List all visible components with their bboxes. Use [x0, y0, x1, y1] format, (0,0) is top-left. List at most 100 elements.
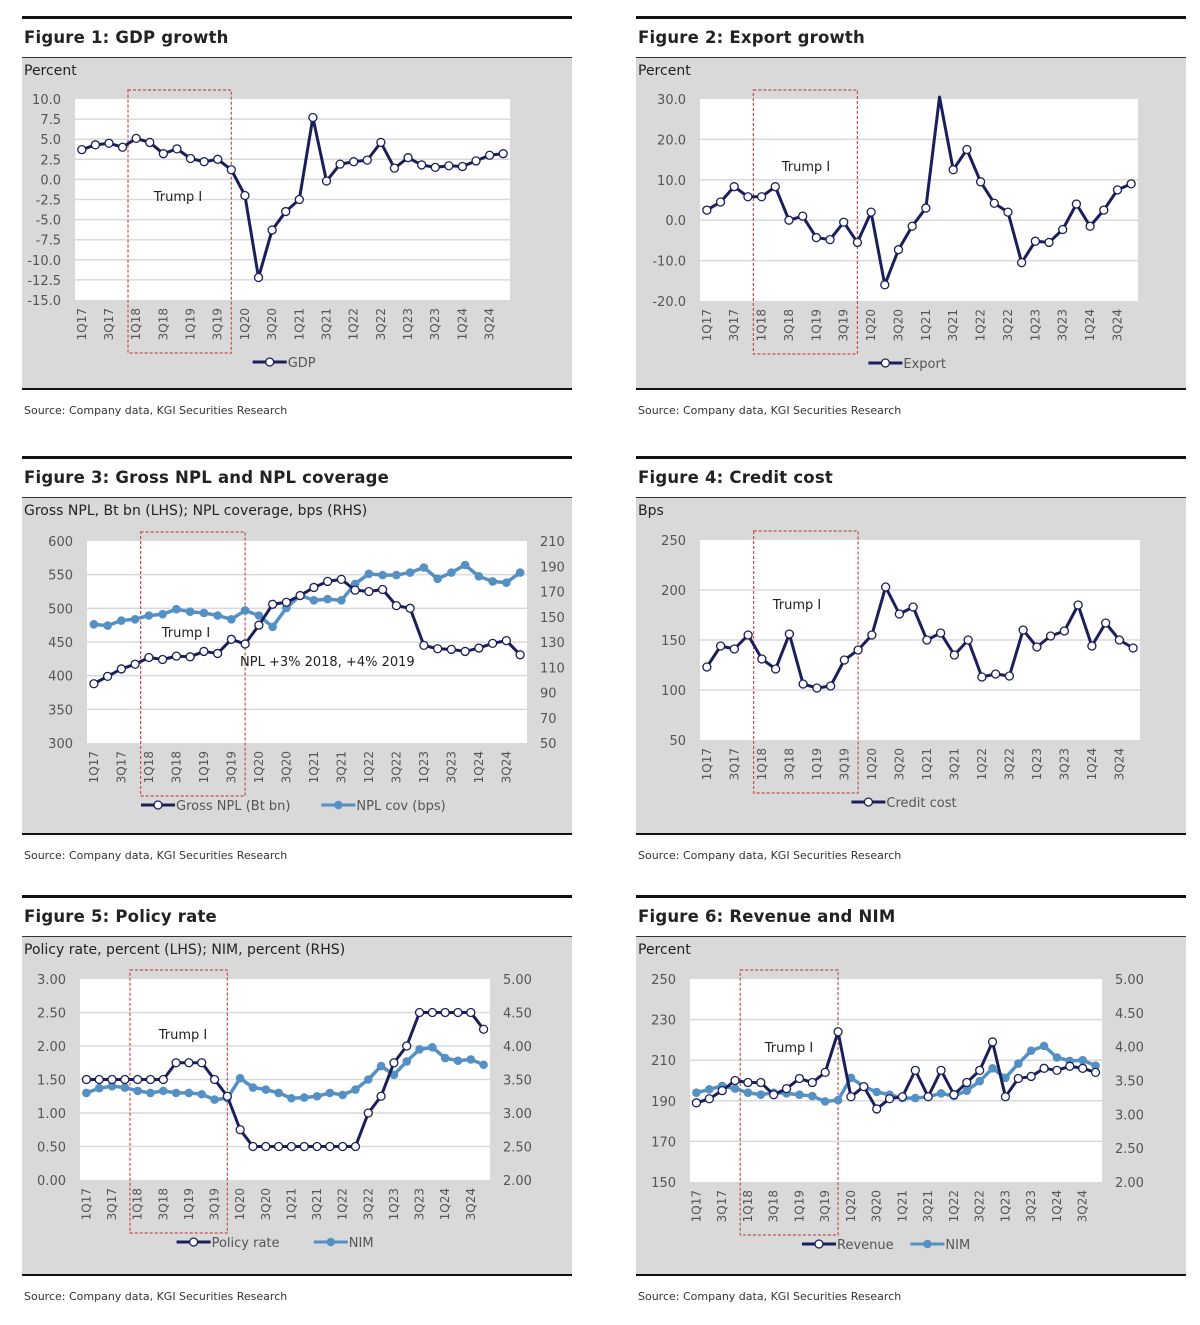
y-tick-label-right: 150 [540, 611, 565, 626]
data-point [487, 638, 498, 648]
data-point [1112, 185, 1123, 195]
legend-item: GDP [252, 356, 316, 371]
data-point [1000, 1092, 1011, 1102]
data-point [1059, 626, 1070, 636]
y-tick-label-left: 350 [48, 703, 73, 718]
data-point [1078, 1063, 1088, 1073]
data-point [807, 1077, 817, 1088]
x-tick-label: 3Q22 [389, 751, 403, 783]
x-tick-label: 1Q24 [438, 1188, 452, 1220]
data-point [921, 203, 931, 213]
data-point [460, 560, 470, 570]
data-point [1017, 257, 1027, 268]
data-point [144, 611, 154, 620]
data-point [1114, 635, 1125, 645]
y-tick-label-left: 0.50 [37, 1141, 66, 1156]
data-point [1052, 1053, 1062, 1062]
data-point [1044, 237, 1054, 248]
data-point [323, 594, 332, 604]
chart-area: Percent -15.0 -12.5 -10.0 -7.5 -5.0 -2.5 0.0 2.5… [22, 57, 572, 390]
y-tick-label-left: 10.0 [32, 93, 61, 108]
data-point [77, 145, 87, 155]
x-tick-label: 1Q19 [182, 1188, 196, 1220]
x-tick-label: 3Q20 [891, 309, 905, 341]
y-tick-label-left: 250 [661, 534, 686, 549]
data-point [402, 1057, 412, 1066]
data-point [338, 1141, 348, 1152]
data-point [781, 1083, 792, 1094]
x-tick-label: 1Q21 [292, 308, 306, 340]
data-point [350, 1141, 361, 1152]
y-tick-label-left: 50 [669, 734, 686, 749]
data-point [209, 1074, 220, 1085]
data-point [81, 1074, 92, 1085]
data-point [405, 603, 415, 613]
x-tick-label: 1Q18 [142, 751, 156, 783]
top-rule [636, 456, 1186, 459]
data-point [466, 1055, 476, 1064]
data-point [446, 644, 457, 655]
data-point [349, 157, 359, 167]
data-point [362, 155, 372, 165]
data-point [312, 1091, 322, 1101]
data-point [833, 1095, 843, 1105]
data-point [502, 578, 511, 587]
legend-label: NIM [945, 1238, 970, 1253]
x-tick-label: 1Q23 [1028, 309, 1042, 341]
legend-marker-icon [863, 797, 874, 807]
x-tick-label: 3Q24 [1112, 748, 1126, 780]
data-point [197, 1089, 207, 1099]
x-tick-label: 1Q20 [238, 308, 252, 340]
data-point [157, 654, 168, 665]
data-point [144, 652, 154, 663]
figure-4-panel: Figure 4: Credit cost Bps 50 100 150 200 250 1Q… [636, 456, 1186, 862]
x-tick-label: 3Q23 [1056, 309, 1070, 341]
data-point [254, 611, 264, 620]
x-tick-label: 3Q19 [837, 748, 851, 780]
data-point [730, 1084, 740, 1093]
x-tick-label: 3Q23 [1057, 748, 1071, 780]
x-tick-label: 1Q22 [947, 1190, 961, 1222]
data-point [199, 157, 209, 167]
data-point [1085, 221, 1095, 231]
top-rule [22, 16, 572, 19]
trump-i-label: Trump I [781, 160, 831, 175]
y-tick-label-left: -2.5 [36, 194, 61, 209]
data-point [389, 1070, 399, 1080]
data-point [1032, 642, 1042, 652]
x-tick-label: 1Q19 [810, 748, 824, 780]
data-point [131, 133, 141, 144]
data-point [447, 568, 456, 577]
data-point [702, 662, 712, 672]
data-point [351, 1085, 360, 1094]
data-point [1026, 1071, 1036, 1082]
plot-area [700, 99, 1138, 301]
data-point [376, 1061, 386, 1071]
data-point [1073, 600, 1083, 610]
y-tick-label-left: 150 [661, 634, 686, 649]
data-point [171, 1088, 181, 1098]
data-point [286, 1141, 297, 1152]
x-tick-label: 3Q17 [114, 751, 128, 783]
y-tick-label-right: 2.50 [503, 1141, 532, 1156]
data-point [457, 161, 468, 172]
data-point [299, 1093, 309, 1102]
y-tick-label-right: 5.00 [1115, 973, 1144, 988]
data-point [415, 1045, 424, 1054]
data-point [1013, 1073, 1023, 1084]
data-point [254, 620, 264, 630]
unit-label: Bps [638, 503, 664, 519]
legend-item: Export [868, 357, 946, 372]
x-tick-label: 3Q24 [1076, 1190, 1090, 1222]
data-point [963, 635, 973, 645]
data-point [392, 570, 401, 580]
x-tick-label: 3Q17 [102, 308, 116, 340]
data-point [364, 586, 374, 597]
x-tick-label: 3Q18 [169, 751, 183, 783]
data-point [962, 1086, 972, 1095]
data-point [171, 1058, 181, 1068]
data-point [433, 574, 442, 584]
source-note: Source: Company data, KGI Securities Res… [24, 1290, 288, 1303]
data-point [756, 1090, 766, 1100]
y-tick-label-left: 250 [651, 973, 676, 988]
